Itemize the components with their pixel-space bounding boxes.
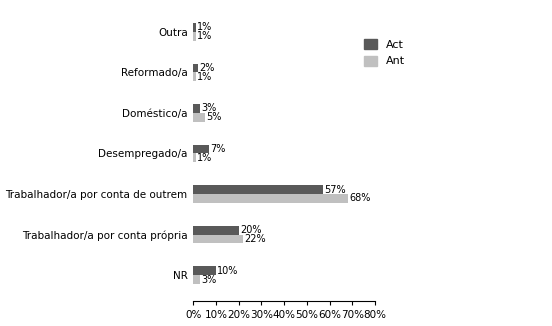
Bar (193, 64, 198, 72)
Bar (193, 275, 200, 284)
Bar (193, 194, 348, 203)
Text: 68%: 68% (349, 193, 370, 203)
Bar (193, 185, 323, 194)
Text: 5%: 5% (206, 112, 221, 123)
Text: 20%: 20% (240, 225, 261, 235)
Legend: Act, Ant: Act, Ant (359, 35, 410, 71)
Text: 10%: 10% (217, 266, 238, 275)
Text: 1%: 1% (197, 31, 212, 41)
Bar (193, 234, 243, 244)
Text: 1%: 1% (197, 153, 212, 163)
Text: 7%: 7% (210, 144, 226, 154)
Text: 3%: 3% (201, 103, 216, 113)
Text: 3%: 3% (201, 274, 216, 285)
Text: 1%: 1% (197, 72, 212, 82)
Bar (193, 226, 238, 234)
Text: 22%: 22% (245, 234, 266, 244)
Bar (193, 23, 195, 32)
Bar (193, 144, 209, 154)
Bar (193, 266, 216, 275)
Bar (193, 72, 195, 82)
Text: 57%: 57% (324, 185, 346, 195)
Text: 2%: 2% (199, 63, 214, 73)
Bar (193, 113, 205, 122)
Bar (193, 154, 195, 162)
Text: 1%: 1% (197, 22, 212, 33)
Bar (193, 104, 200, 113)
Bar (193, 32, 195, 41)
